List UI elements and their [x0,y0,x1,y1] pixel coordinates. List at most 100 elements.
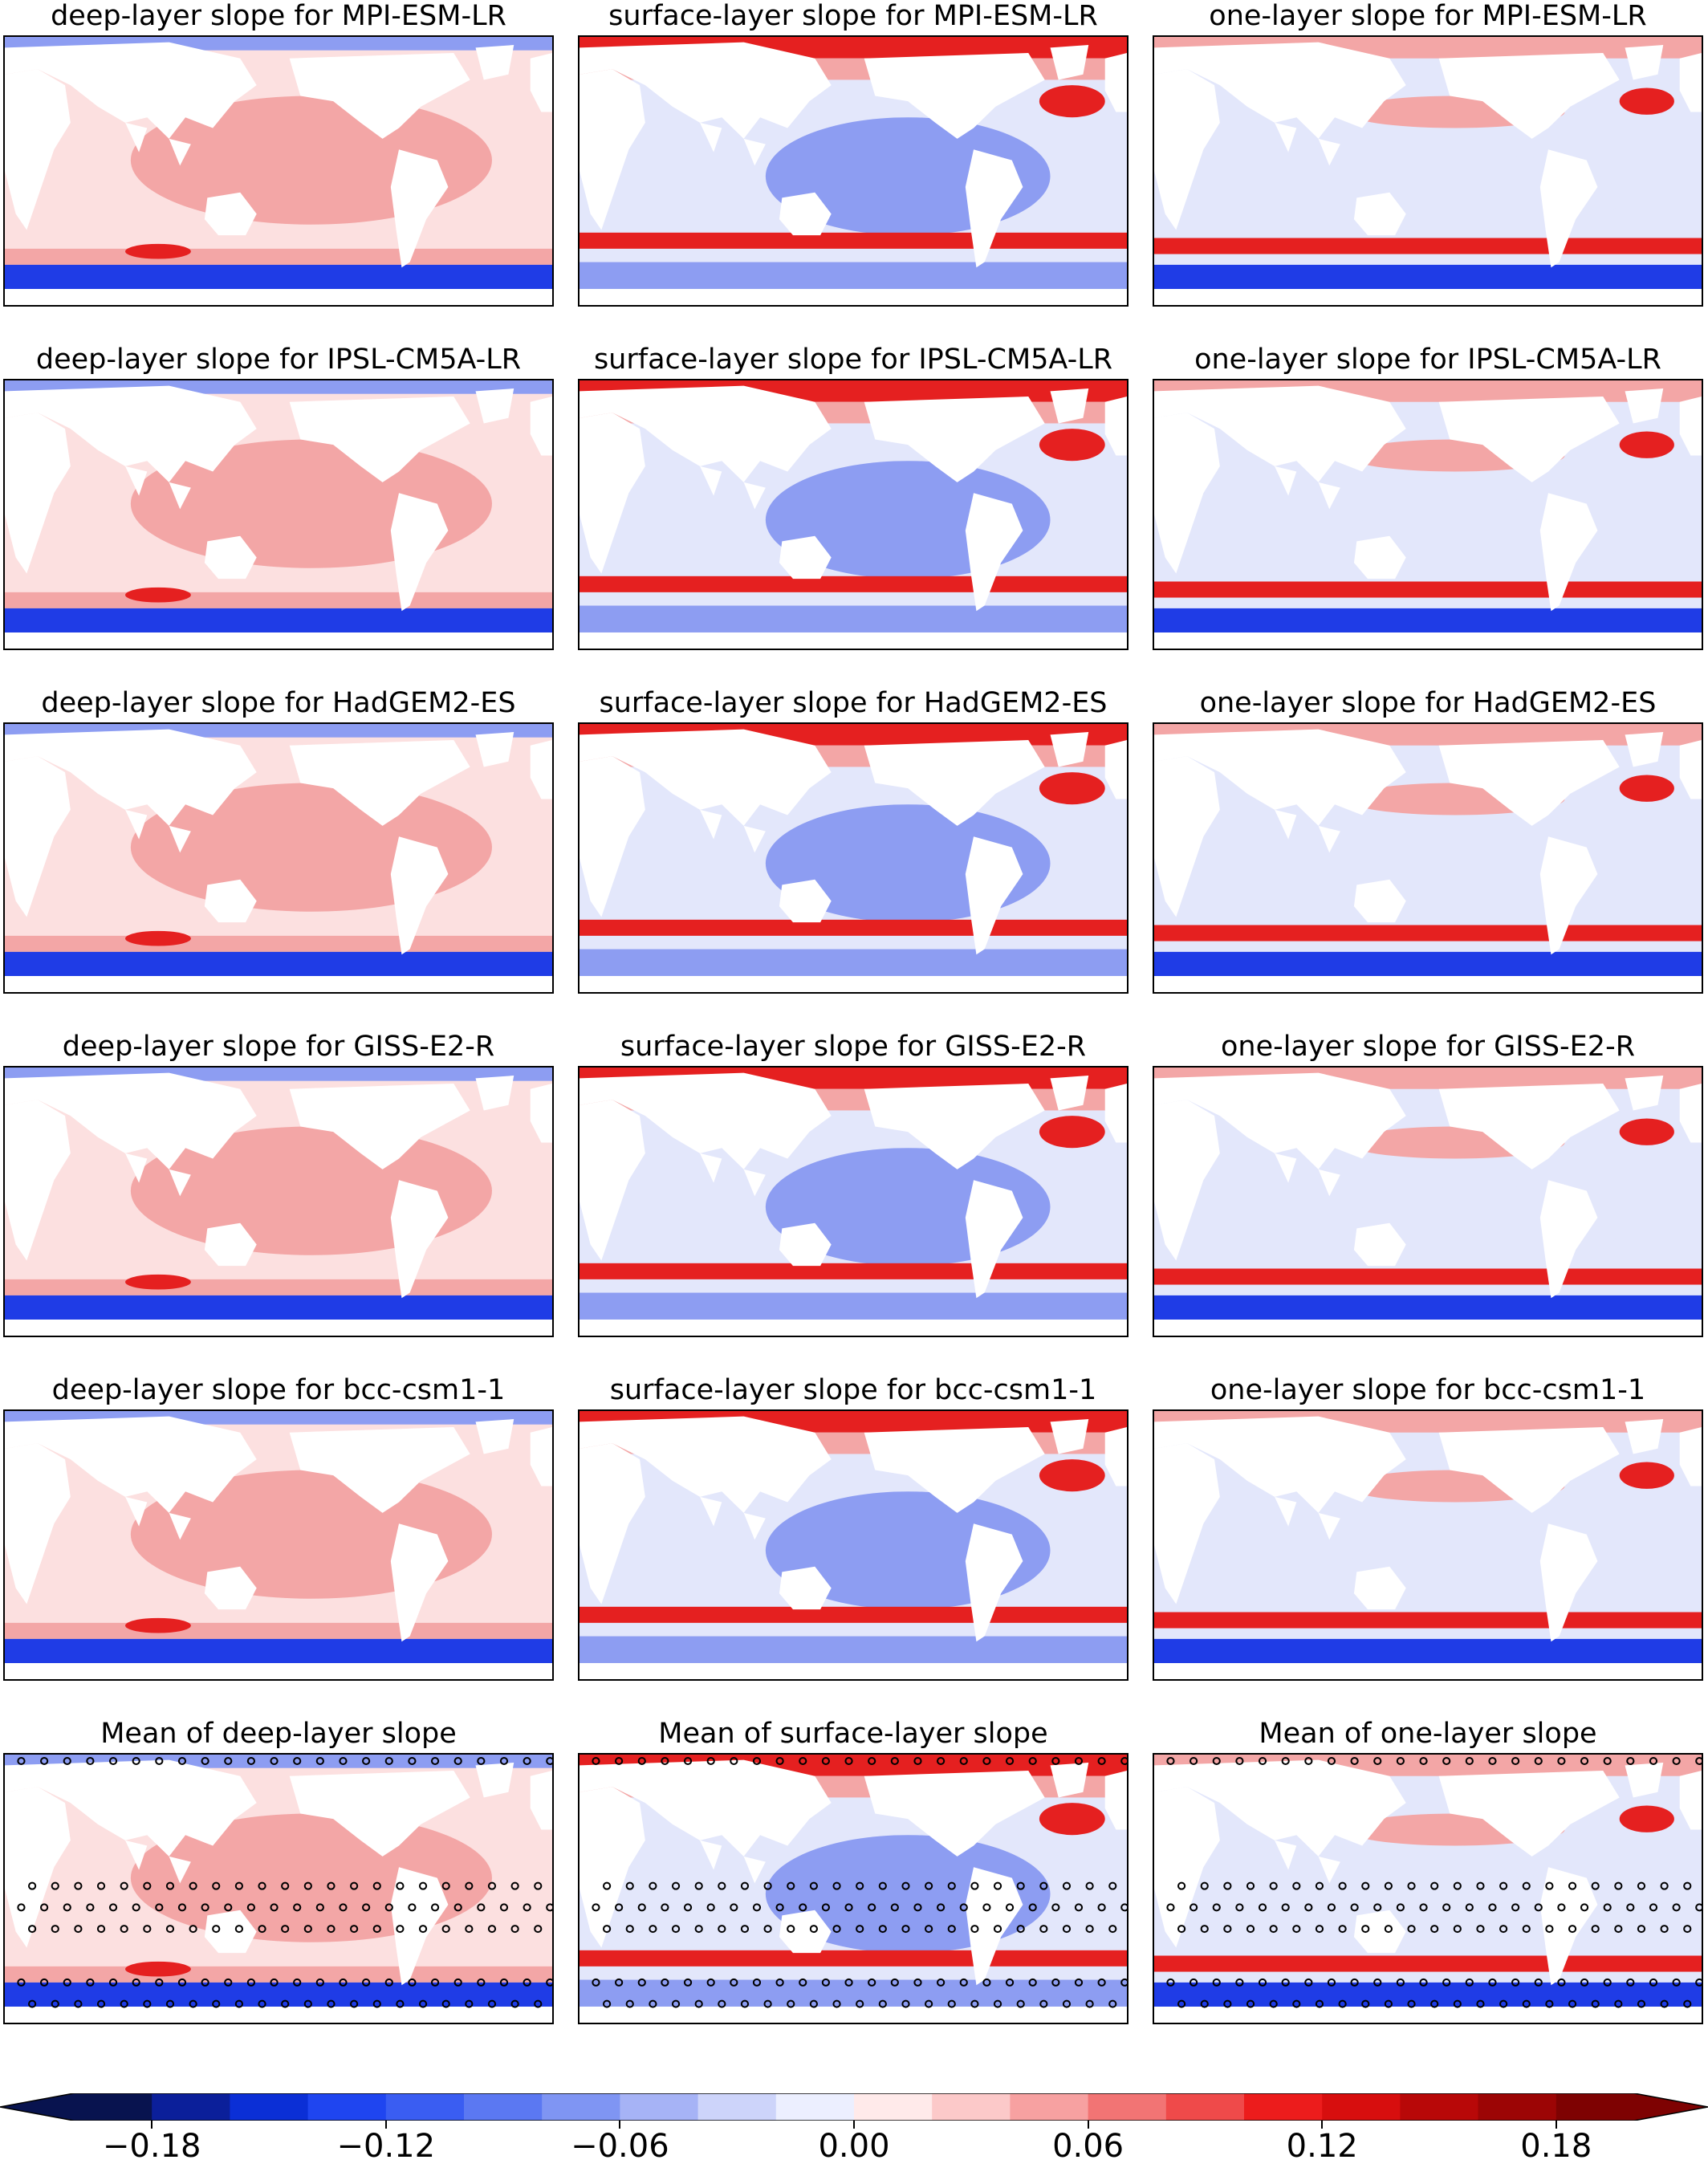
stipple-marker [270,1903,279,1912]
land-mass [5,1787,71,1948]
southern-negative-band [580,262,1127,289]
stipple-marker [1695,1757,1702,1766]
land-mass [5,413,71,574]
land-mass [5,1319,552,1336]
colorbar-tick [151,2121,153,2129]
stipple-marker [1534,1978,1543,1987]
stipple-marker [258,1881,266,1890]
north-atlantic-positive [1619,1462,1674,1489]
colorbar-segment [1244,2093,1323,2121]
slope-map [580,1755,1127,2023]
land-mass [390,149,449,268]
stipple-marker [1384,1999,1393,2008]
stipple-marker [477,1903,486,1912]
stipple-marker [120,1881,128,1890]
land-mass [475,732,514,767]
stipple-marker [683,1903,693,1912]
stipple-marker [1683,1999,1692,2008]
southern-positive-band [5,1279,552,1295]
land-mass [965,836,1023,955]
stipple-marker [947,1999,956,2008]
land-mass [1353,1566,1406,1610]
stipple-marker [132,1978,140,1987]
stipple-marker [1603,1903,1612,1912]
land-mass [1679,1427,1702,1487]
north-atlantic-positive [1619,775,1674,802]
stipple-marker [51,1881,59,1890]
significance-stippling [1166,1757,1702,2008]
north-atlantic-positive [1039,1116,1105,1149]
stipple-marker [1350,1978,1359,1987]
southern-strong-positive [125,587,191,603]
stipple-marker [1281,1903,1290,1912]
stipple-marker [1442,1978,1451,1987]
stipple-marker [1028,1978,1037,1987]
stipple-marker [1672,1978,1681,1987]
colorbar-tick [1321,2121,1324,2129]
land-mass [779,535,832,580]
colorbar-segment [1322,2093,1401,2121]
southern-positive-band [1154,238,1702,254]
land-mass [289,1084,470,1169]
stipple-marker [913,1757,922,1766]
land-mass [1625,732,1664,767]
stipple-marker [740,1925,750,1934]
stipple-marker [913,1903,922,1912]
stipple-marker [1074,1757,1084,1766]
stipple-marker [959,1978,968,1987]
colorbar-scale [0,2093,1708,2121]
land-mass [1154,1787,1220,1948]
stipple-marker [799,1757,807,1766]
southern-positive-band [5,935,552,952]
stipple-marker [212,1881,221,1890]
stipple-marker [625,1881,634,1890]
stipple-marker [1235,1978,1244,1987]
colorbar-tick [853,2121,855,2129]
stipple-marker [1695,1903,1702,1912]
stipple-marker [234,1999,244,2008]
stipple-marker [1522,1999,1531,2008]
land-mass [580,1319,1127,1336]
land-mass [700,809,766,853]
stipple-marker [730,1757,738,1766]
land-mass [1353,192,1406,236]
stipple-marker [890,1978,899,1987]
stipple-marker [1315,1881,1324,1890]
stipple-marker [844,1757,853,1766]
stipple-marker [499,1978,509,1987]
stipple-marker [878,1999,887,2008]
stipple-marker [1062,1881,1072,1890]
land-mass [965,149,1023,268]
land-mass [1438,1084,1620,1169]
stipple-marker [201,1757,209,1766]
land-mass [5,69,71,230]
stipple-marker [1108,1925,1117,1934]
stipple-marker [108,1903,118,1912]
stipple-marker [1304,1978,1313,1987]
stipple-marker [1361,1999,1370,2008]
stipple-marker [327,1999,336,2008]
stipple-marker [937,1978,946,1987]
southern-positive-band [580,1606,1127,1623]
stipple-marker [671,1999,681,2008]
stipple-marker [1292,1925,1301,1934]
land-mass [580,288,1127,305]
land-mass [580,632,1127,649]
stipple-marker [787,1999,795,2008]
stipple-marker [546,1978,552,1987]
stipple-marker [982,1903,991,1912]
north-atlantic-positive [1619,1118,1674,1145]
stipple-marker [683,1978,693,1987]
land-mass [125,1153,191,1197]
stipple-marker [763,1881,772,1890]
stipple-marker [706,1903,715,1912]
land-mass [779,879,832,923]
land-mass [1154,975,1702,992]
panel-title: deep-layer slope for GISS-E2-R [62,1031,495,1063]
colorbar-segment [1088,2093,1167,2121]
land-mass [289,397,470,482]
land-mass [700,466,766,510]
slope-map [580,724,1127,992]
stipple-marker [362,1757,371,1766]
stipple-marker [465,1881,474,1890]
